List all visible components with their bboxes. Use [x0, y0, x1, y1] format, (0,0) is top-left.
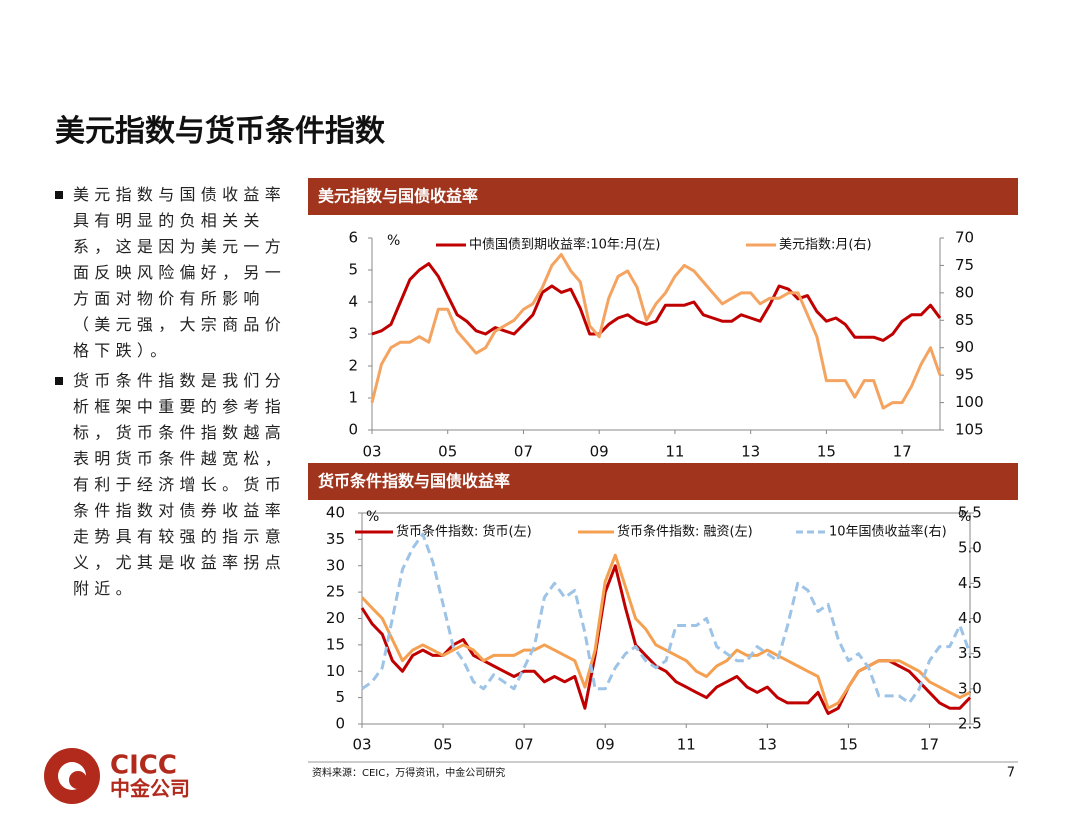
y-tick-label: 30 — [326, 556, 345, 574]
y2-tick-label: 3.0 — [958, 679, 982, 697]
y2-tick-label: 95 — [955, 366, 974, 384]
y2-tick-label: 80 — [955, 283, 974, 301]
x-tick-label: 07 — [514, 443, 533, 461]
y-tick-label: 40 — [326, 504, 345, 522]
y-tick-label: 0 — [348, 421, 358, 439]
y2-unit: % — [958, 509, 971, 525]
chart-title: 货币条件指数与国债收益率 — [318, 472, 510, 491]
x-tick-label: 15 — [817, 443, 836, 461]
y-tick-label: 15 — [326, 635, 345, 653]
page-number: 7 — [1007, 766, 1015, 781]
y-tick-label: 5 — [348, 261, 358, 279]
y-tick-label: 1 — [348, 389, 358, 407]
chart-header — [308, 178, 1018, 215]
x-tick-label: 15 — [839, 736, 858, 754]
y-tick-label: 6 — [348, 229, 358, 247]
y2-tick-label: 5.0 — [958, 539, 982, 557]
y-tick-label: 0 — [335, 715, 345, 733]
x-tick-label: 11 — [677, 736, 696, 754]
x-tick-label: 05 — [438, 443, 457, 461]
y-unit: % — [366, 509, 379, 525]
y-tick-label: 10 — [326, 662, 345, 680]
series-line — [371, 262, 942, 342]
chart-header — [308, 463, 1018, 500]
x-tick-label: 07 — [515, 736, 534, 754]
x-tick-label: 03 — [352, 736, 371, 754]
y-tick-label: 25 — [326, 583, 345, 601]
y2-tick-label: 85 — [955, 311, 974, 329]
x-tick-label: 09 — [590, 443, 609, 461]
y2-tick-label: 105 — [955, 421, 984, 439]
slide-title: 美元指数与货币条件指数 — [55, 114, 385, 149]
y2-tick-label: 2.5 — [958, 715, 982, 733]
series-line — [361, 532, 972, 705]
logo-text-cn: 中金公司 — [110, 777, 190, 801]
y-tick-label: 35 — [326, 530, 345, 548]
logo-text: CICC — [110, 751, 177, 781]
legend-label: 货币条件指数: 货币(左) — [396, 524, 532, 540]
y2-tick-label: 90 — [955, 338, 974, 356]
logo — [44, 748, 100, 804]
x-tick-label: 13 — [758, 736, 777, 754]
y2-tick-label: 70 — [955, 229, 974, 247]
y2-tick-label: 5.5 — [958, 504, 982, 522]
chart-title: 美元指数与国债收益率 — [318, 187, 478, 206]
x-tick-label: 17 — [920, 736, 939, 754]
y2-tick-label: 4.0 — [958, 609, 982, 627]
x-tick-label: 17 — [893, 443, 912, 461]
bullets: 美元指数与国债收益率具有明显的负相关关系，这是因为美元一方面反映风险偏好，另一方… — [55, 182, 295, 606]
legend-label: 10年国债收益率(右) — [829, 524, 947, 540]
y-tick-label: 5 — [335, 688, 345, 706]
x-tick-label: 11 — [665, 443, 684, 461]
y-unit: % — [387, 233, 400, 249]
x-tick-label: 05 — [434, 736, 453, 754]
legend-label: 中债国债到期收益率:10年:月(左) — [469, 237, 660, 253]
bullet: 货币条件指数是我们分析框架中重要的参考指标，货币条件指数越高表明货币条件越宽松，… — [55, 368, 295, 602]
x-tick-label: 09 — [596, 736, 615, 754]
y-tick-label: 2 — [348, 357, 358, 375]
series-line — [360, 553, 971, 710]
y-tick-label: 3 — [348, 325, 358, 343]
source: 资料来源：CEIC，万得资讯，中金公司研究 — [312, 766, 505, 779]
legend-label: 美元指数:月(右) — [779, 238, 872, 253]
y-tick-label: 4 — [348, 293, 358, 311]
y2-tick-label: 100 — [955, 393, 984, 411]
bullet: 美元指数与国债收益率具有明显的负相关关系，这是因为美元一方面反映风险偏好，另一方… — [55, 182, 295, 364]
y2-tick-label: 75 — [955, 256, 974, 274]
y2-tick-label: 4.5 — [958, 574, 982, 592]
legend-label: 货币条件指数: 融资(左) — [617, 524, 753, 540]
series-line — [370, 253, 942, 410]
series-line — [360, 564, 972, 715]
x-tick-label: 13 — [741, 443, 760, 461]
x-tick-label: 03 — [362, 443, 381, 461]
y-tick-label: 20 — [326, 609, 345, 627]
